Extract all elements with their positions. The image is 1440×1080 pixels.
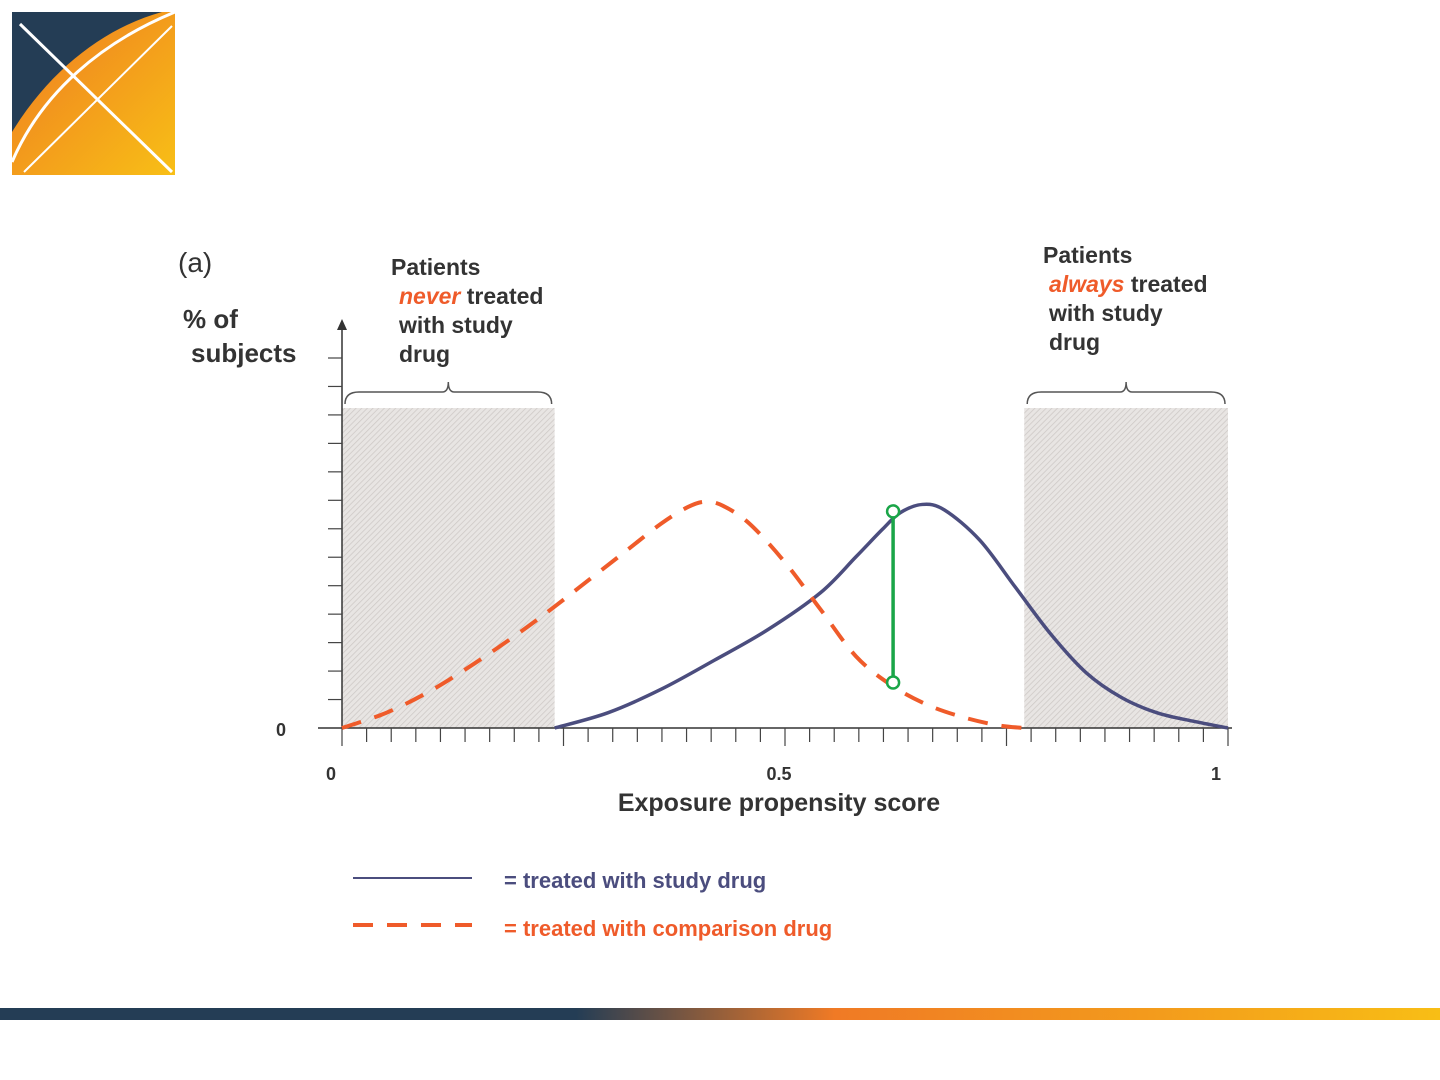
annotation-always-treated: Patients always treated with study drug bbox=[1043, 242, 1208, 355]
legend-label-comparison: = treated with comparison drug bbox=[504, 916, 832, 941]
y-axis-label-line-1: % of bbox=[183, 304, 238, 334]
y-axis-arrow bbox=[337, 319, 347, 330]
connector-point-top bbox=[885, 504, 901, 519]
annotation-text: Patients bbox=[391, 254, 480, 280]
annotation-text: drug bbox=[399, 341, 450, 367]
annotation-text: drug bbox=[1049, 329, 1100, 355]
y-zero-label: 0 bbox=[276, 720, 286, 740]
annotation-line: Patients bbox=[1043, 242, 1132, 268]
x-tick-label-1: 1 bbox=[1211, 764, 1221, 784]
y-axis-label: % of subjects bbox=[183, 304, 297, 368]
annotation-line: always treated bbox=[1049, 271, 1208, 297]
bottom-gradient-bar bbox=[0, 1008, 1440, 1020]
annotation-never-treated: Patients never treated with study drug bbox=[391, 254, 543, 367]
connector-point-bottom bbox=[885, 675, 901, 690]
annotation-text: treated bbox=[460, 283, 543, 309]
shaded-region-never bbox=[342, 408, 555, 728]
panel-label: (a) bbox=[178, 247, 212, 278]
propensity-chart: (a) % of subjects 0 0 0.5 1 Exposure pro… bbox=[178, 242, 1232, 941]
legend-label-study: = treated with study drug bbox=[504, 868, 766, 893]
annotation-emphasis: never bbox=[399, 283, 461, 309]
brace-always bbox=[1026, 381, 1226, 405]
annotation-line: drug bbox=[399, 341, 450, 367]
annotation-line: Patients bbox=[391, 254, 480, 280]
brace-never bbox=[344, 381, 553, 405]
annotation-line: drug bbox=[1049, 329, 1100, 355]
annotation-emphasis: always bbox=[1049, 271, 1124, 297]
annotation-text: treated bbox=[1124, 271, 1207, 297]
shaded-region-always bbox=[1024, 408, 1228, 728]
y-axis-label-line-2: subjects bbox=[191, 338, 297, 368]
annotation-line: with study bbox=[1048, 300, 1163, 326]
annotation-text: with study bbox=[1048, 300, 1163, 326]
x-axis-label: Exposure propensity score bbox=[618, 789, 940, 817]
x-tick-label-0.5: 0.5 bbox=[766, 764, 791, 784]
annotation-line: never treated bbox=[399, 283, 543, 309]
annotation-text: Patients bbox=[1043, 242, 1132, 268]
x-logo-icon bbox=[12, 12, 175, 175]
series-line-study bbox=[554, 502, 1229, 730]
legend: = treated with study drug = treated with… bbox=[353, 868, 832, 941]
annotation-line: with study bbox=[398, 312, 513, 338]
series-line-comparison bbox=[341, 499, 1025, 730]
x-tick-label-0: 0 bbox=[326, 764, 336, 784]
annotation-text: with study bbox=[398, 312, 513, 338]
